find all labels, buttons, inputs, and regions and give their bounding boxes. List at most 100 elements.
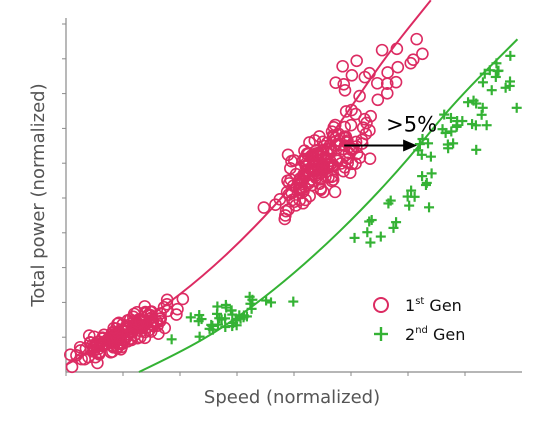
data-point — [329, 76, 342, 89]
data-point — [261, 295, 272, 306]
data-point — [486, 85, 497, 96]
data-point — [309, 171, 323, 185]
data-point — [134, 315, 148, 329]
data-point — [420, 180, 431, 191]
data-point — [337, 77, 351, 91]
data-point — [442, 139, 453, 150]
data-point — [83, 336, 97, 349]
data-point — [161, 304, 174, 318]
data-point — [220, 313, 231, 324]
legend-label-1st-gen: 1st Gen — [405, 296, 462, 315]
data-point — [375, 231, 386, 242]
data-point — [362, 227, 373, 238]
data-point — [328, 185, 342, 199]
data-point — [317, 185, 330, 199]
data-point — [138, 300, 152, 313]
data-points — [64, 32, 522, 374]
data-point — [426, 168, 437, 179]
data-point — [325, 174, 339, 188]
data-point — [344, 118, 358, 132]
data-point — [356, 121, 370, 134]
legend-label-sup: st — [415, 296, 424, 307]
data-point — [345, 103, 358, 117]
data-point — [491, 58, 502, 69]
data-point — [388, 222, 399, 233]
data-point — [303, 156, 316, 170]
data-point — [417, 171, 428, 182]
data-point — [492, 66, 503, 77]
data-point — [228, 318, 239, 329]
data-point — [477, 77, 488, 88]
data-point — [410, 32, 423, 46]
data-point — [425, 151, 436, 162]
data-point — [279, 204, 293, 218]
gen1-points — [64, 32, 429, 374]
data-point — [320, 136, 334, 150]
legend-label-sup: nd — [415, 325, 428, 336]
data-point — [166, 334, 177, 345]
data-point — [409, 191, 420, 202]
data-point — [194, 331, 205, 342]
data-point — [158, 321, 172, 335]
data-point — [350, 54, 363, 68]
plot-area: >5% — [62, 0, 522, 376]
data-point — [281, 148, 295, 162]
data-point — [404, 56, 418, 70]
x-axis-ticks — [65, 372, 466, 376]
data-point — [381, 66, 394, 79]
legend-label-main: 1 — [405, 296, 415, 315]
data-point — [353, 89, 366, 103]
data-point — [505, 50, 516, 61]
data-point — [238, 310, 249, 321]
legend-label-tail: Gen — [424, 296, 461, 315]
data-point — [282, 188, 296, 201]
data-point — [457, 116, 468, 127]
legend-item-2nd-gen: 2nd Gen — [374, 325, 465, 344]
data-point — [212, 308, 223, 319]
data-point — [337, 164, 350, 178]
data-point — [296, 196, 310, 210]
data-point — [220, 321, 231, 332]
data-point — [364, 216, 375, 227]
data-point — [406, 185, 417, 196]
data-point — [463, 97, 474, 108]
data-point — [406, 53, 420, 67]
legend-label-2nd-gen: 2nd Gen — [405, 325, 465, 344]
data-point — [448, 138, 459, 149]
data-point — [82, 350, 95, 364]
data-point — [479, 68, 490, 79]
data-point — [358, 112, 371, 126]
data-point — [336, 59, 349, 73]
data-point — [391, 60, 405, 74]
data-point — [289, 199, 303, 212]
data-point — [349, 232, 360, 243]
data-point — [194, 310, 205, 321]
data-point — [121, 335, 135, 348]
data-point — [98, 337, 111, 350]
data-point — [439, 109, 450, 120]
data-point — [111, 325, 124, 338]
data-point — [319, 170, 332, 184]
data-point — [404, 200, 415, 211]
data-point — [446, 126, 457, 137]
data-point — [363, 124, 376, 137]
data-point — [417, 134, 428, 145]
data-point — [279, 209, 292, 222]
legend-marker-circle — [373, 297, 389, 313]
data-point — [490, 71, 501, 82]
data-point — [481, 120, 492, 131]
data-point — [73, 340, 87, 354]
data-point — [416, 47, 429, 61]
data-point — [139, 305, 152, 319]
data-point — [345, 69, 359, 82]
data-point — [160, 297, 174, 311]
data-point — [111, 340, 125, 354]
data-point — [380, 87, 394, 100]
gen2-trend-line — [138, 38, 519, 373]
data-point — [370, 76, 384, 90]
data-point — [65, 360, 79, 374]
gen2-points — [166, 50, 522, 345]
data-point — [107, 321, 121, 335]
data-point — [293, 181, 307, 195]
legend-label-main: 2 — [405, 325, 415, 344]
